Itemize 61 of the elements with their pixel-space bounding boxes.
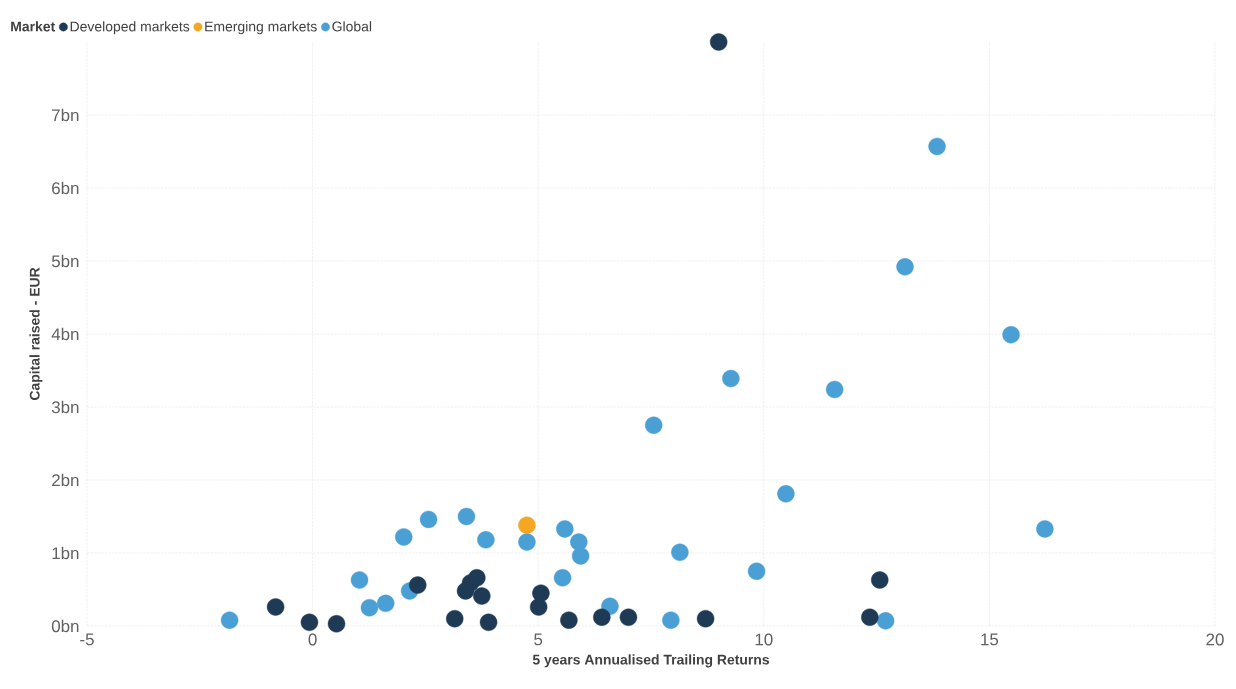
x-axis-title: 5 years Annualised Trailing Returns (532, 654, 770, 668)
point (861, 608, 879, 626)
point (1002, 326, 1020, 344)
point (360, 599, 379, 617)
point (871, 571, 889, 589)
point (518, 516, 536, 534)
point (468, 569, 486, 587)
point (300, 613, 319, 632)
x-tick-label: -5 (80, 633, 94, 646)
point (671, 543, 689, 561)
point (747, 562, 766, 580)
legend-title: Market (11, 21, 56, 32)
point (645, 416, 663, 434)
point (593, 608, 611, 626)
y-tick-label: 1bn (52, 546, 79, 560)
point (473, 587, 491, 605)
x-tick-label: 0 (308, 633, 317, 646)
point (560, 611, 578, 629)
point (696, 609, 715, 628)
y-tick-label: 5bn (51, 254, 79, 268)
legend-label: Emerging markets (205, 21, 317, 35)
x-tick-label: 10 (755, 633, 773, 646)
point (350, 571, 369, 589)
point (876, 612, 895, 630)
y-tick-label: 3bn (51, 400, 79, 414)
point (377, 594, 395, 613)
point (928, 137, 946, 156)
point (825, 380, 844, 399)
y-tick-label: 0bn (51, 619, 79, 633)
point (477, 531, 495, 549)
y-tick-label: 6bn (52, 181, 79, 195)
y-axis-title: Capital raised - EUR (29, 267, 43, 401)
point (1036, 520, 1054, 538)
point (709, 33, 728, 51)
legend-label: Global (332, 21, 372, 32)
y-tick-label: 2bn (52, 473, 79, 487)
point (395, 528, 413, 546)
point (553, 569, 572, 587)
point (571, 547, 590, 565)
point (457, 507, 476, 526)
point (419, 510, 438, 529)
x-tick-label: 20 (1206, 633, 1224, 646)
point (556, 520, 574, 538)
y-tick-label: 4bn (51, 327, 79, 341)
point (409, 576, 427, 594)
y-tick-label: 7bn (52, 108, 79, 122)
point (518, 533, 536, 551)
point (529, 598, 548, 616)
x-tick-label: 5 (534, 633, 543, 646)
point (619, 608, 638, 626)
point (220, 611, 239, 629)
legend-label: Developed markets (70, 21, 190, 35)
x-tick-label: 15 (981, 633, 999, 646)
point (896, 258, 914, 276)
point (722, 369, 740, 388)
point (266, 598, 285, 616)
point (446, 609, 464, 628)
point (662, 611, 680, 629)
point (479, 613, 498, 632)
point (327, 615, 346, 633)
point (777, 485, 795, 503)
